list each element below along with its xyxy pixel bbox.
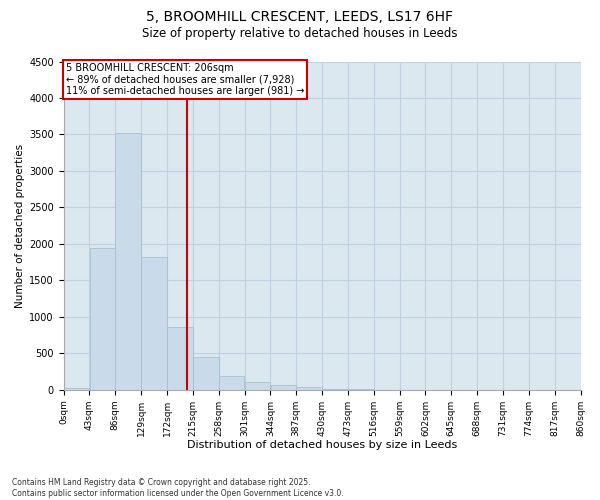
Bar [193,357,218,390]
Bar [296,387,322,390]
X-axis label: Distribution of detached houses by size in Leeds: Distribution of detached houses by size … [187,440,457,450]
Bar [245,382,270,390]
Text: Contains HM Land Registry data © Crown copyright and database right 2025.
Contai: Contains HM Land Registry data © Crown c… [12,478,344,498]
Y-axis label: Number of detached properties: Number of detached properties [15,144,25,308]
Bar [322,389,348,390]
Bar [64,388,89,390]
Text: 5, BROOMHILL CRESCENT, LEEDS, LS17 6HF: 5, BROOMHILL CRESCENT, LEEDS, LS17 6HF [146,10,454,24]
Bar [89,248,115,390]
Bar [115,133,141,390]
Text: 5 BROOMHILL CRESCENT: 206sqm
← 89% of detached houses are smaller (7,928)
11% of: 5 BROOMHILL CRESCENT: 206sqm ← 89% of de… [66,63,304,96]
Text: Size of property relative to detached houses in Leeds: Size of property relative to detached ho… [142,28,458,40]
Bar [219,376,244,390]
Bar [167,327,193,390]
Bar [271,384,296,390]
Bar [142,257,167,390]
